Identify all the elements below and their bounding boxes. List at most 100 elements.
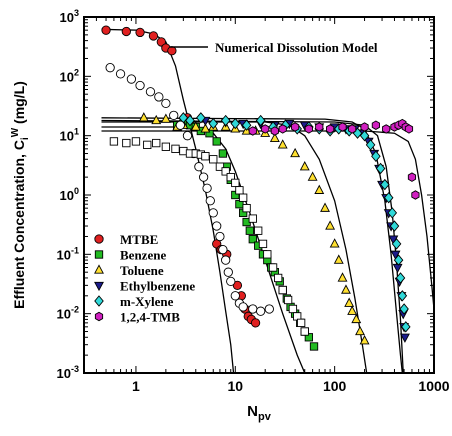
data-point-benzene — [245, 226, 254, 235]
data-point-unlabeled-7 — [283, 295, 293, 305]
data-point-unlabeled-6 — [115, 69, 126, 79]
data-point-toluene — [320, 202, 330, 212]
data-point-unlabeled-7 — [201, 152, 210, 161]
data-point-unlabeled-7 — [109, 137, 119, 146]
data-point-toluene — [329, 238, 340, 248]
data-point-unlabeled-6 — [218, 244, 228, 255]
data-point-unlabeled-7 — [161, 142, 171, 151]
data-point-1-2-4-tmb — [326, 124, 335, 134]
data-point-unlabeled-7 — [258, 239, 268, 249]
data-point-unlabeled-7 — [268, 263, 278, 272]
legend: Numerical Dissolution Model MTBEBenzeneTo… — [94, 40, 378, 325]
data-point-benzene — [218, 149, 228, 158]
data-point-toluene — [277, 139, 288, 149]
data-point-toluene — [138, 112, 149, 122]
y-tick-label: 101 — [60, 127, 79, 144]
data-point-unlabeled-7 — [296, 318, 306, 328]
legend-marker-m-xylene — [94, 295, 104, 307]
data-point-unlabeled-6 — [126, 74, 137, 84]
data-point-toluene — [359, 335, 370, 345]
data-point-unlabeled-6 — [161, 98, 171, 109]
data-point-m-xylene — [255, 114, 266, 127]
legend-label-benzene: Benzene — [120, 248, 166, 263]
data-point-unlabeled-7 — [274, 273, 283, 283]
data-point-m-xylene — [371, 150, 381, 162]
data-point-m-xylene — [185, 114, 195, 127]
data-point-mtbe — [250, 318, 261, 328]
data-point-benzene — [248, 235, 257, 244]
data-point-unlabeled-6 — [226, 276, 236, 287]
legend-marker-ethylbenzene — [94, 281, 104, 292]
data-point-1-2-4-tmb — [261, 124, 270, 134]
data-point-mtbe — [167, 46, 177, 56]
legend-label-mtbe: MTBE — [120, 232, 158, 247]
data-point-unlabeled-6 — [238, 302, 248, 312]
y-tick-label: 10-3 — [57, 364, 79, 381]
data-point-toluene — [355, 325, 365, 336]
data-point-unlabeled-7 — [171, 144, 180, 153]
data-point-toluene — [200, 123, 211, 133]
y-tick-label: 102 — [60, 67, 79, 84]
data-point-m-xylene — [395, 272, 406, 284]
y-axis-title: Effluent Concentration, CiW (mg/L) — [10, 81, 31, 309]
data-point-unlabeled-6 — [145, 87, 156, 97]
data-point-unlabeled-7 — [242, 204, 251, 213]
data-point-unlabeled-6 — [182, 131, 193, 141]
legend-label-m-xylene: m-Xylene — [120, 294, 174, 309]
data-point-1-2-4-tmb — [291, 122, 300, 132]
data-point-1-2-4-tmb — [348, 124, 357, 134]
data-point-unlabeled-6 — [248, 304, 258, 314]
data-point-m-xylene — [365, 139, 376, 151]
data-point-m-xylene — [387, 207, 398, 219]
y-tick-label: 103 — [60, 8, 79, 25]
data-point-toluene — [299, 161, 310, 171]
data-point-unlabeled-6 — [175, 120, 186, 130]
data-point-unlabeled-7 — [209, 155, 218, 164]
data-point-1-2-4-tmb — [382, 124, 391, 134]
data-point-mtbe — [121, 26, 131, 37]
data-point-toluene — [314, 184, 325, 194]
data-point-unlabeled-7 — [235, 186, 244, 195]
data-point-mtbe — [148, 31, 159, 41]
data-point-benzene — [212, 137, 221, 146]
data-point-m-xylene — [208, 117, 219, 130]
data-point-mtbe — [156, 37, 166, 47]
x-tick-label: 100 — [323, 378, 347, 394]
model-curve-ethylbenzene — [101, 117, 403, 373]
data-point-toluene — [151, 114, 162, 125]
data-point-m-xylene — [389, 220, 400, 232]
data-point-1-2-4-tmb — [407, 172, 417, 182]
y-tick-label: 100 — [60, 186, 79, 203]
data-point-unlabeled-6 — [205, 196, 215, 206]
data-point-1-2-4-tmb — [338, 122, 347, 132]
data-point-unlabeled-6 — [169, 110, 179, 120]
data-point-1-2-4-tmb — [304, 124, 313, 134]
data-point-toluene — [341, 284, 351, 294]
model-curve-1-2-4-tmb — [101, 130, 434, 310]
data-point-1-2-4-tmb — [371, 120, 380, 130]
data-point-toluene — [160, 113, 171, 123]
data-point-1-2-4-tmb — [278, 124, 287, 134]
x-tick-label: 1000 — [418, 378, 449, 394]
x-tick-label: 10 — [228, 378, 244, 394]
data-markers — [101, 25, 420, 351]
data-point-m-xylene — [196, 112, 206, 124]
data-point-m-xylene — [241, 119, 252, 131]
data-point-1-2-4-tmb — [315, 122, 324, 132]
x-axis-title: Npv — [247, 403, 272, 423]
data-point-m-xylene — [397, 290, 408, 302]
legend-marker-benzene — [94, 250, 104, 259]
data-point-unlabeled-6 — [215, 231, 225, 242]
data-point-unlabeled-6 — [135, 80, 145, 91]
data-point-toluene — [351, 313, 362, 324]
data-point-unlabeled-6 — [264, 304, 274, 314]
data-point-toluene — [307, 171, 318, 181]
data-point-unlabeled-6 — [223, 267, 233, 277]
data-point-unlabeled-7 — [143, 140, 152, 150]
data-point-unlabeled-6 — [105, 63, 115, 73]
data-point-unlabeled-7 — [231, 178, 240, 188]
data-point-1-2-4-tmb — [360, 122, 369, 132]
data-point-m-xylene — [375, 162, 386, 175]
data-point-m-xylene — [380, 178, 390, 191]
